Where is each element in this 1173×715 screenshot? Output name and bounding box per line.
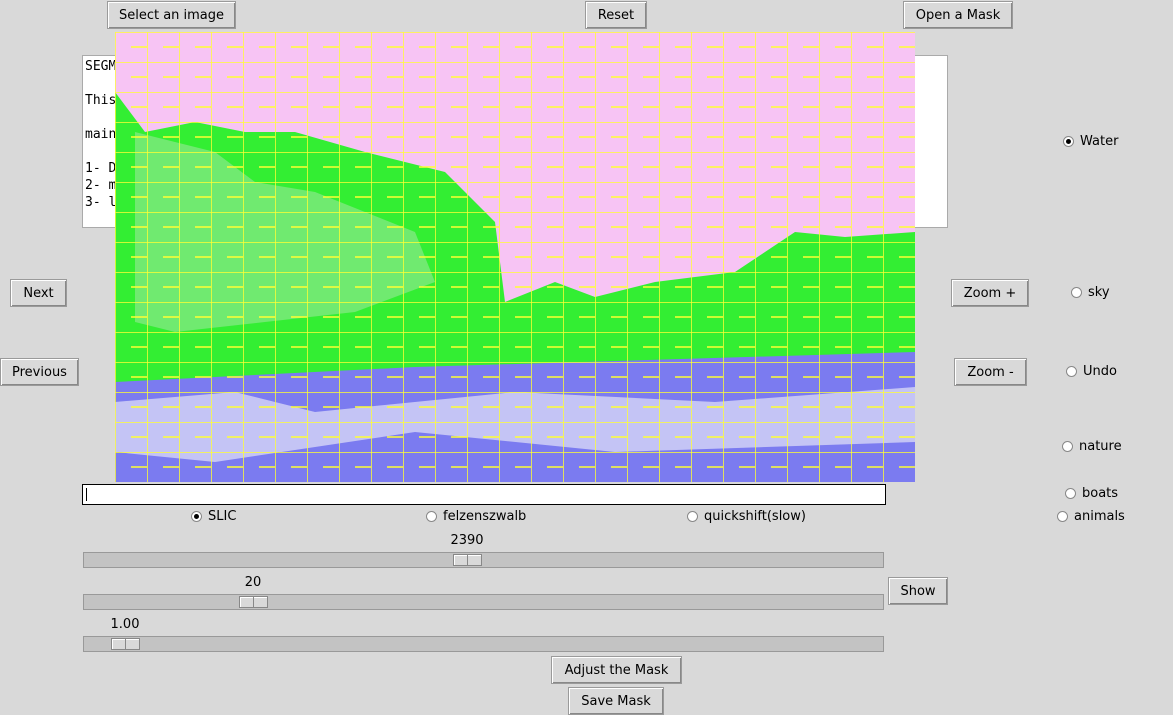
- slider-value: 20: [244, 575, 262, 590]
- slider-1[interactable]: [83, 552, 884, 568]
- slider-thumb[interactable]: [239, 596, 268, 608]
- radio-label: Water: [1080, 134, 1119, 149]
- cursor: [86, 488, 87, 501]
- radio-indicator: [1062, 441, 1073, 452]
- text-line: 2- m: [85, 178, 117, 193]
- radio-button[interactable]: sky: [1071, 285, 1110, 300]
- radio-button[interactable]: felzenszwalb: [426, 509, 526, 524]
- reset-button[interactable]: Reset: [585, 1, 647, 29]
- text-line: 3- l: [85, 195, 117, 210]
- slider-thumb[interactable]: [453, 554, 482, 566]
- radio-label: nature: [1079, 439, 1122, 454]
- radio-indicator: [1065, 488, 1076, 499]
- adjust-mask-button[interactable]: Adjust the Mask: [551, 656, 682, 684]
- radio-label: quickshift(slow): [704, 509, 806, 524]
- text-line: SEGM: [85, 59, 117, 74]
- superpixel-boundaries: [115, 32, 915, 482]
- radio-label: SLIC: [208, 509, 237, 524]
- radio-label: sky: [1088, 285, 1110, 300]
- slider-value: 2390: [450, 533, 484, 548]
- radio-label: animals: [1074, 509, 1125, 524]
- zoom-out-button[interactable]: Zoom -: [954, 358, 1027, 386]
- slider-2[interactable]: [83, 594, 884, 610]
- radio-button[interactable]: nature: [1062, 439, 1122, 454]
- next-button[interactable]: Next: [10, 279, 67, 307]
- slider-thumb[interactable]: [111, 638, 140, 650]
- radio-button[interactable]: Undo: [1066, 364, 1117, 379]
- radio-label: Undo: [1083, 364, 1117, 379]
- radio-button[interactable]: quickshift(slow): [687, 509, 806, 524]
- radio-indicator: [687, 511, 698, 522]
- slider-value: 1.00: [110, 617, 140, 632]
- radio-button[interactable]: Water: [1063, 134, 1118, 149]
- previous-button[interactable]: Previous: [0, 358, 79, 386]
- radio-label: felzenszwalb: [443, 509, 527, 524]
- radio-button[interactable]: boats: [1065, 486, 1118, 501]
- save-mask-button[interactable]: Save Mask: [568, 687, 664, 715]
- radio-indicator: [426, 511, 437, 522]
- radio-indicator: [1071, 287, 1082, 298]
- slider-3[interactable]: [83, 636, 884, 652]
- radio-button[interactable]: SLIC: [191, 509, 236, 524]
- zoom-in-button[interactable]: Zoom +: [951, 279, 1029, 307]
- text-line: This: [85, 93, 117, 108]
- select-image-button[interactable]: Select an image: [107, 1, 236, 29]
- text-entry[interactable]: [82, 484, 886, 505]
- open-mask-button[interactable]: Open a Mask: [903, 1, 1013, 29]
- radio-button[interactable]: animals: [1057, 509, 1125, 524]
- text-line: 1- D: [85, 161, 117, 176]
- text-line: main: [85, 127, 117, 142]
- radio-label: boats: [1082, 486, 1119, 501]
- radio-indicator: [191, 511, 202, 522]
- segmented-image[interactable]: [115, 32, 915, 482]
- show-button[interactable]: Show: [888, 577, 948, 605]
- radio-indicator: [1057, 511, 1068, 522]
- radio-indicator: [1066, 366, 1077, 377]
- radio-indicator: [1063, 136, 1074, 147]
